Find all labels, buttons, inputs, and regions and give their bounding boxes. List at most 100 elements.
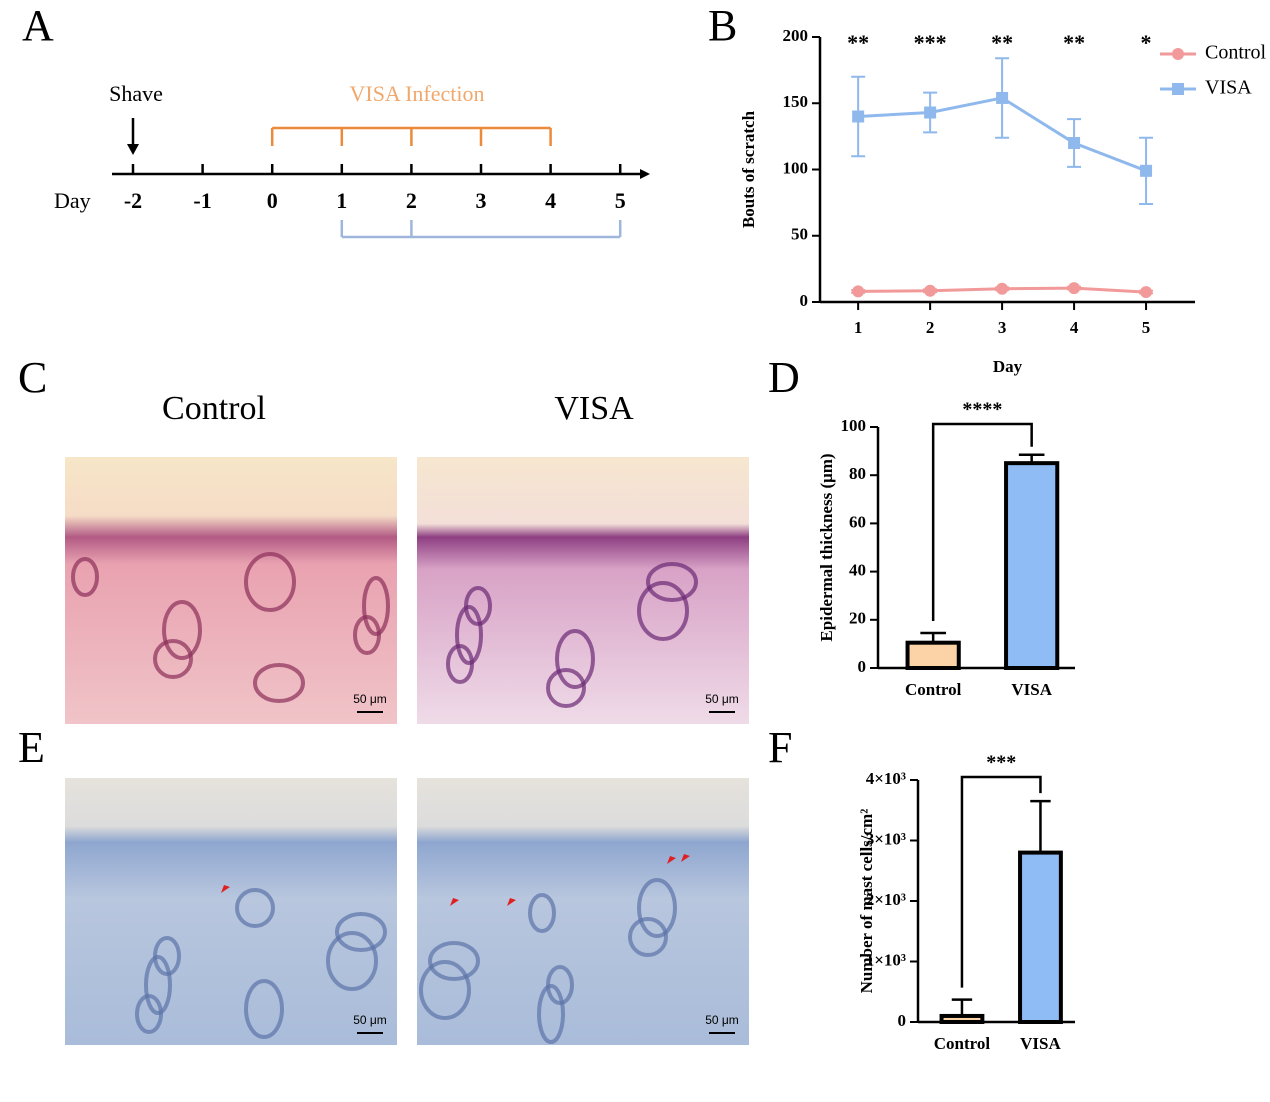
tissue-structure: [455, 605, 483, 665]
significance-bracket: [931, 422, 1033, 622]
mast-cell-arrow: [667, 856, 676, 864]
legend-marker: [1172, 83, 1184, 95]
legend-label: VISA: [1205, 77, 1252, 99]
y-tick-label: 100: [841, 416, 867, 435]
y-tick-label: 0: [858, 657, 867, 676]
day-label: 4: [545, 188, 556, 213]
mast-cell-arrow: [681, 854, 690, 862]
bar: [1018, 850, 1063, 1024]
significance: ***: [914, 30, 947, 55]
tissue-structure: [253, 663, 305, 703]
scale-bar-label: 50 μm: [705, 692, 739, 706]
data-point: [1140, 286, 1153, 299]
bar: [905, 640, 961, 671]
infection-label: VISA Infection: [349, 81, 484, 106]
significance: ***: [986, 752, 1016, 774]
tissue-structure: [244, 979, 284, 1039]
legend-marker: [1172, 48, 1184, 60]
x-tick-label: 3: [998, 318, 1007, 337]
x-tick-label: 1: [854, 318, 863, 337]
day-label: 5: [615, 188, 626, 213]
error-bar: [1030, 799, 1051, 853]
micrograph: [65, 778, 397, 1045]
tissue-structure: [419, 960, 471, 1020]
bar: [1004, 461, 1060, 670]
tissue-structure: [326, 931, 378, 991]
error-bar: [951, 998, 973, 1016]
x-tick-label: Control: [934, 1034, 991, 1053]
tissue-structure: [235, 888, 275, 928]
bar: [939, 1013, 985, 1025]
scale-bar-label: 50 μm: [705, 1013, 739, 1027]
y-tick-label: 20: [849, 609, 866, 628]
tissue-structure: [362, 576, 390, 636]
significance: *: [1141, 30, 1152, 55]
tissue-structure: [162, 600, 202, 660]
y-tick-label: 0: [800, 291, 809, 310]
x-tick-label: 4: [1070, 318, 1079, 337]
mast-cell-arrow: [221, 885, 230, 893]
significance: ****: [962, 399, 1002, 421]
x-axis-label: Day: [993, 357, 1023, 376]
tissue-structure: [144, 955, 172, 1015]
mast-cell-arrow: [450, 898, 459, 906]
panel-label: D: [768, 353, 800, 402]
day-label: 2: [406, 188, 417, 213]
tissue-structure: [353, 615, 381, 655]
day-axis-label: Day: [54, 188, 91, 213]
column-title: Control: [162, 390, 266, 427]
y-tick-label: 60: [849, 512, 866, 531]
micrograph: [417, 778, 749, 1045]
y-tick-label: 150: [783, 92, 809, 111]
data-point: [924, 106, 937, 119]
panel-label: A: [22, 1, 54, 50]
shave-arrowhead: [127, 144, 139, 155]
data-point: [1140, 164, 1153, 177]
data-point: [996, 282, 1009, 295]
significance: **: [847, 30, 869, 55]
x-tick-label: VISA: [1020, 1034, 1061, 1053]
significance: **: [991, 30, 1013, 55]
day-label: 1: [336, 188, 347, 213]
micrograph: [65, 457, 397, 724]
tissue-structure: [537, 984, 565, 1044]
y-tick-label: 0: [898, 1011, 907, 1030]
panel-label: B: [708, 1, 737, 50]
y-axis-label: Epidermal thickness (μm): [817, 453, 836, 641]
day-label: -1: [193, 188, 211, 213]
data-point: [1068, 282, 1081, 295]
tissue-structure: [153, 639, 193, 679]
tissue-structure: [637, 878, 677, 938]
data-point: [996, 91, 1009, 104]
tissue-structure: [244, 552, 296, 612]
y-tick-label: 200: [783, 26, 809, 45]
x-tick-label: 5: [1142, 318, 1151, 337]
day-label: 3: [476, 188, 487, 213]
scale-bar-label: 50 μm: [353, 692, 387, 706]
x-tick-label: VISA: [1011, 680, 1052, 699]
panel-label: E: [18, 723, 45, 772]
tissue-structure: [646, 562, 698, 602]
mast-cell-arrow: [507, 898, 516, 906]
tissue-structure: [628, 917, 668, 957]
x-tick-label: Control: [905, 680, 962, 699]
y-tick-label: 2×10³: [866, 890, 906, 909]
tissue-structure: [428, 941, 480, 981]
y-axis-label: Bouts of scratch: [739, 110, 758, 228]
data-point: [1068, 137, 1081, 149]
day-label: 0: [267, 188, 278, 213]
panel-label: F: [768, 723, 792, 772]
y-tick-label: 3×10³: [866, 829, 906, 848]
y-tick-label: 50: [791, 225, 808, 244]
y-tick-label: 100: [783, 158, 809, 177]
tissue-structure: [71, 557, 99, 597]
significance-bracket: [960, 775, 1042, 988]
y-tick-label: 4×10³: [866, 769, 906, 788]
legend-label: Control: [1205, 42, 1267, 64]
data-point: [924, 284, 937, 297]
tissue-structure: [335, 912, 387, 952]
scale-bar-label: 50 μm: [353, 1013, 387, 1027]
y-tick-label: 40: [849, 561, 866, 580]
significance: **: [1063, 30, 1085, 55]
